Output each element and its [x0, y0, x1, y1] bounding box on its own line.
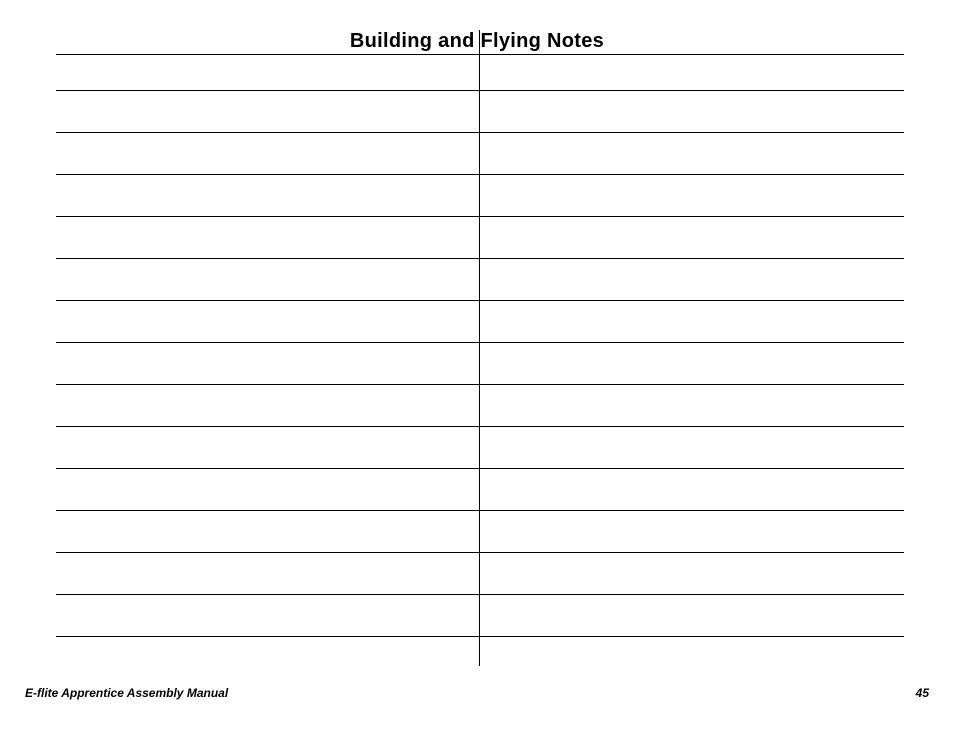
- horizontal-rule: [56, 54, 904, 55]
- vertical-rule: [479, 30, 480, 666]
- horizontal-rule: [56, 342, 904, 343]
- horizontal-rule: [56, 594, 904, 595]
- page-title: Building and Flying Notes: [0, 30, 954, 53]
- horizontal-rule: [56, 636, 904, 637]
- horizontal-rule: [56, 258, 904, 259]
- horizontal-rule: [56, 426, 904, 427]
- horizontal-rule: [56, 132, 904, 133]
- horizontal-rule: [56, 174, 904, 175]
- horizontal-rule: [56, 468, 904, 469]
- horizontal-rule: [56, 384, 904, 385]
- horizontal-rule: [56, 90, 904, 91]
- footer-manual-name: E-flite Apprentice Assembly Manual: [25, 686, 228, 700]
- horizontal-rule: [56, 552, 904, 553]
- horizontal-rule: [56, 510, 904, 511]
- page: Building and Flying Notes E-flite Appren…: [0, 0, 954, 738]
- horizontal-rule: [56, 216, 904, 217]
- footer-page-number: 45: [916, 686, 929, 700]
- horizontal-rule: [56, 300, 904, 301]
